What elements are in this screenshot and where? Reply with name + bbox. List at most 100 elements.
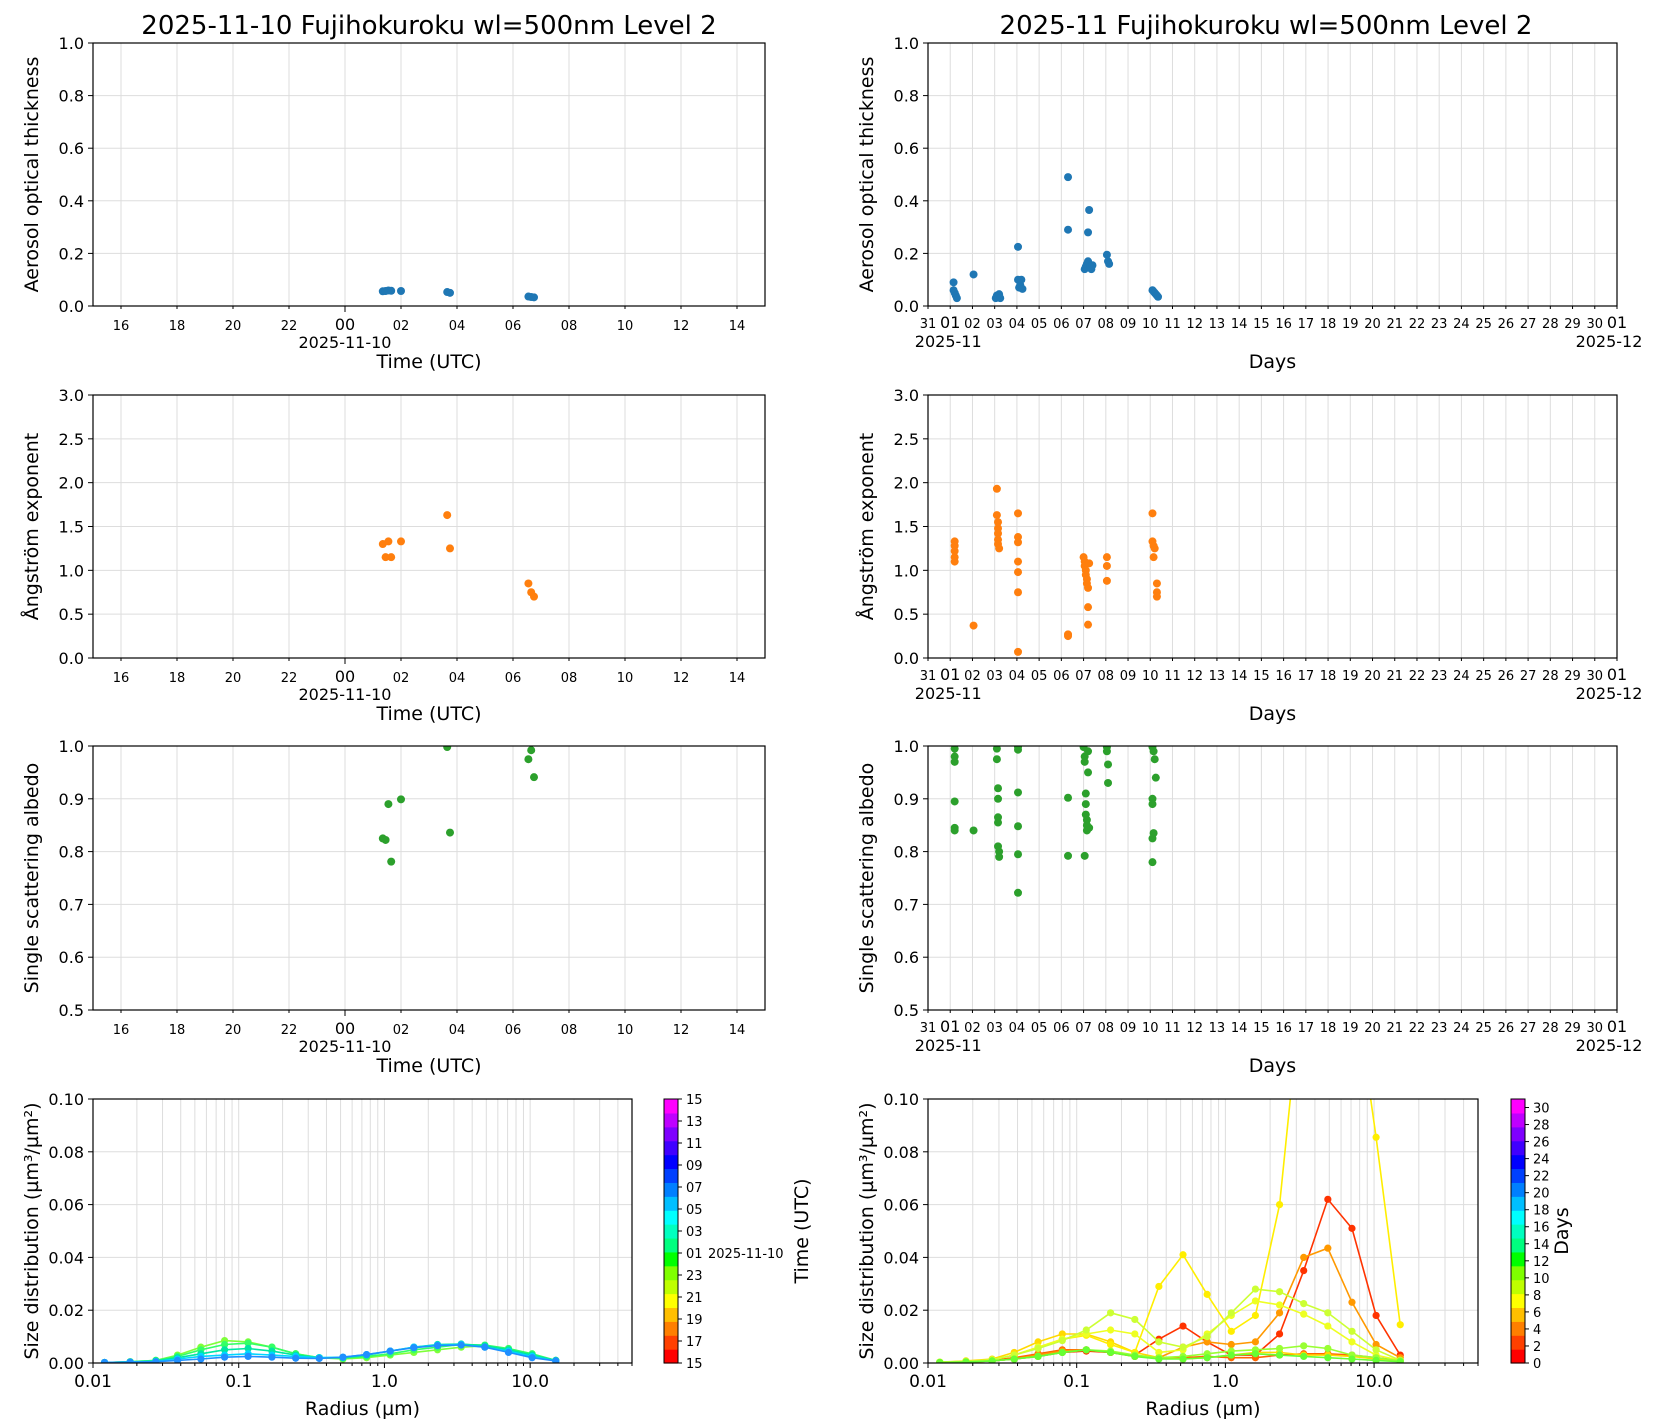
data-point [173,1356,182,1363]
y-axis-label: Size distribution (µm³/µm²) [21,1102,43,1359]
data-point [1014,568,1023,577]
data-point [994,794,1003,803]
data-point [1275,1288,1284,1296]
x-tick-label: 13 [1209,1021,1226,1036]
data-point [950,826,959,835]
data-point [524,755,533,764]
colorbar-segment [1511,1182,1525,1197]
colorbar-tick-label: 0 [1533,1357,1541,1372]
y-tick-label: 1.0 [894,34,919,53]
data-point [1251,1285,1260,1293]
y-tick-label: 0.00 [48,1354,84,1373]
y-tick-label: 2.0 [59,474,84,493]
colorbar-segment [664,1251,678,1267]
x-axis-label: Radius (µm) [305,1398,420,1420]
data-point [524,579,533,588]
plot-marks [100,1336,560,1363]
data-point [1106,1309,1115,1317]
data-point [1104,778,1113,787]
x-tick-label: 14 [1231,669,1248,684]
x-tick-label: 04 [449,319,466,334]
y-tick-label: 0.00 [883,1354,919,1373]
data-point [315,1354,323,1363]
colorbar-tick-label: 01 [686,1247,703,1262]
x-tick-label: 22 [281,1023,298,1038]
colorbar-tick-label: 2 [1533,1340,1541,1355]
colorbar-segment [664,1168,678,1183]
data-point [1081,800,1090,809]
y-tick-label: 0.8 [894,843,919,862]
data-point [433,1341,442,1350]
y-tick-label: 2.0 [894,474,919,493]
y-tick-label: 0.4 [894,192,919,211]
colorbar-segment [664,1279,678,1295]
data-point [1106,1348,1115,1357]
y-axis-label: Aerosol optical thickness [21,57,43,293]
data-point [1372,1346,1380,1354]
data-point [220,1353,229,1361]
x-tick-label: 20 [1364,317,1381,332]
data-point [969,270,978,279]
data-point [1203,1354,1211,1362]
data-point [220,1340,229,1349]
x-tick-label: 23 [1431,1021,1448,1036]
y-tick-label: 0.7 [59,895,84,914]
x-tick-label: 14 [729,671,746,686]
data-point [988,1357,996,1363]
data-point [1149,747,1158,756]
y-tick-label: 0.9 [894,790,919,809]
colorbar-tick-label: 20 [1533,1187,1550,1202]
x-tick-label: 08 [1098,317,1115,332]
x-tick-label: 02 [964,317,981,332]
x-tick-label: 14 [1231,317,1248,332]
data-point [1014,557,1023,566]
data-point [1014,888,1023,897]
data-point [994,529,1003,538]
y-tick-label: 0.0 [894,297,919,316]
data-point [1324,1354,1332,1362]
x-tick-label: 26 [1498,317,1515,332]
data-point [1150,544,1159,553]
series-line [939,1288,1401,1363]
x-date-label: 2025-12 [1576,332,1643,351]
data-point [995,544,1004,553]
colorbar-frame [1510,1098,1526,1364]
data-point [1324,1309,1332,1317]
data-point [1148,800,1157,809]
data-point [1203,1290,1211,1298]
colorbar-segment [664,1126,678,1142]
data-point [992,746,1001,753]
x-axis-label: Time (UTC) [375,1055,481,1077]
data-point [996,294,1005,303]
data-point [1324,1244,1332,1252]
x-tick-label: 12 [673,1023,690,1038]
data-point [1396,1358,1404,1363]
data-point [1058,1330,1066,1338]
x-tick-label: 1.0 [371,1372,398,1392]
data-point [446,288,454,297]
x-tick-label: 12 [1186,317,1203,332]
axes-frame [92,1098,633,1364]
data-point [126,1358,134,1363]
x-tick-label: 25 [1475,669,1492,684]
y-axis-label: Size distribution (µm³/µm²) [856,1102,878,1359]
data-point [1152,579,1161,588]
colorbar-segment [1511,1293,1525,1309]
x-tick-label: 31 [920,1021,937,1036]
x-tick-label: 04 [449,1023,466,1038]
colorbar-segment [1511,1126,1525,1142]
y-tick-label: 1.0 [59,737,84,756]
data-point [994,784,1003,793]
colorbar-segment [664,1307,678,1322]
data-point [381,553,390,562]
x-tick-label: 07 [1075,317,1092,332]
data-point [1082,1326,1090,1334]
x-tick-label: 12 [673,671,690,686]
x-tick-label: 25 [1475,317,1492,332]
y-tick-label: 0.0 [894,649,919,668]
data-point [244,1344,252,1353]
colorbar-segment [664,1140,678,1156]
x-axis-label: Radius (µm) [1145,1398,1260,1420]
data-point [1179,1355,1187,1363]
x-tick-label: 05 [1031,1021,1048,1036]
